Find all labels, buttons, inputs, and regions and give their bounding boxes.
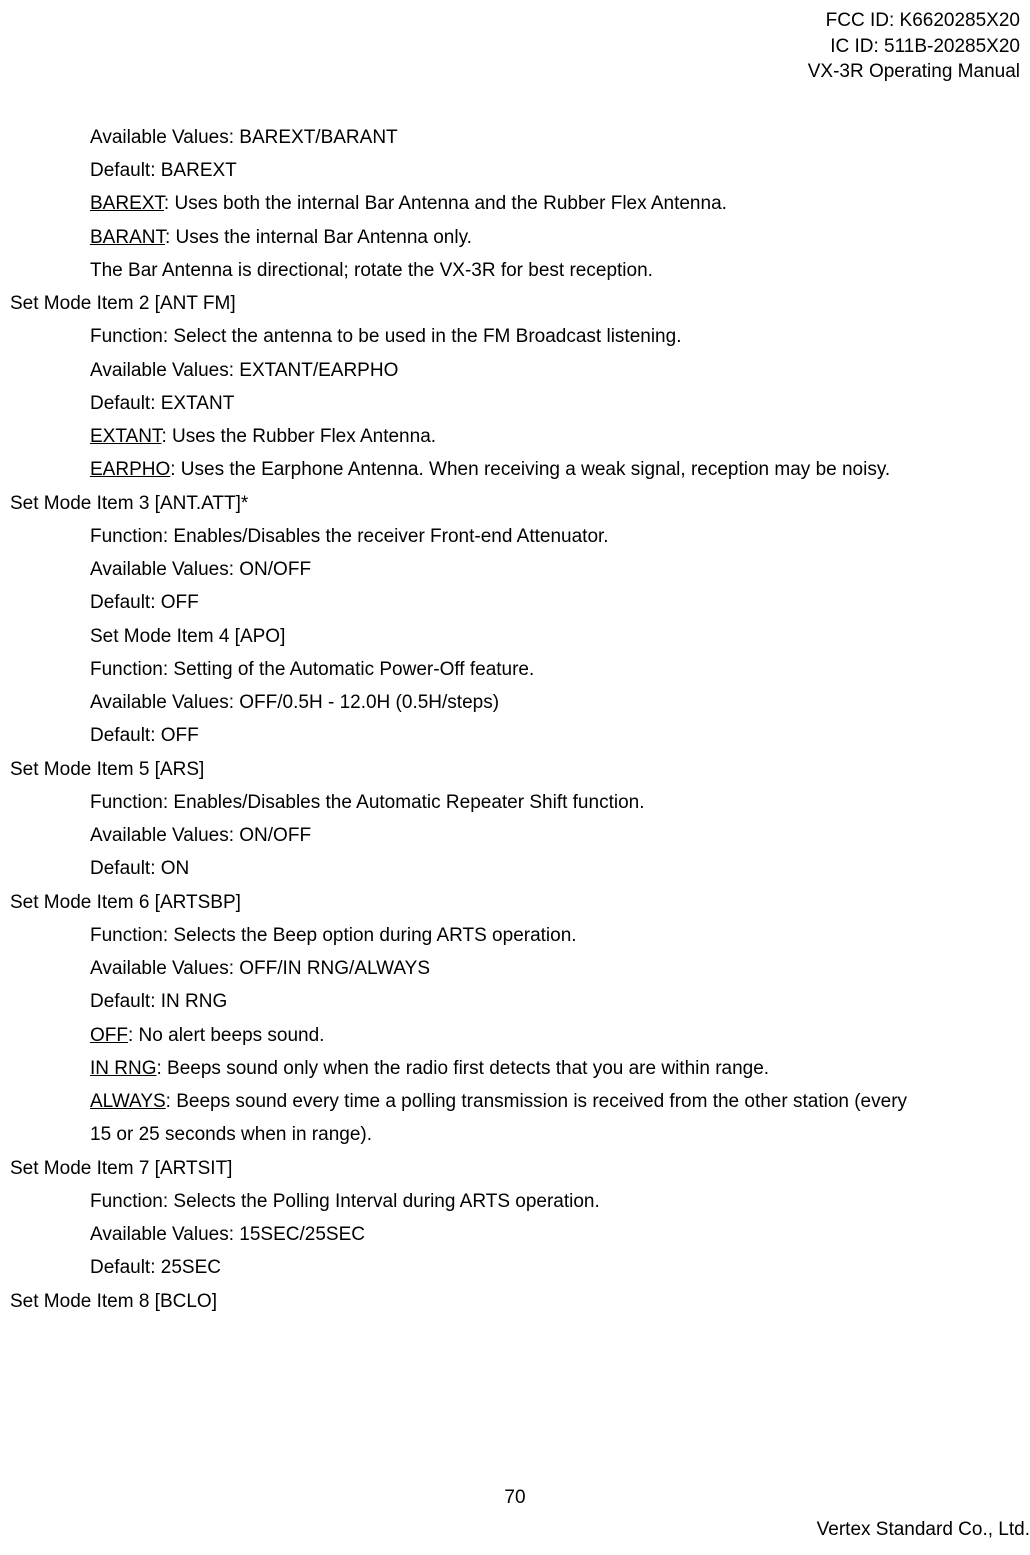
text-line: 15 or 25 seconds when in range). xyxy=(10,1118,1020,1151)
text-line: Default: ON xyxy=(10,852,1020,885)
text-segment: : No alert beeps sound. xyxy=(128,1025,324,1046)
text-segment: Function: Selects the Polling Interval d… xyxy=(90,1191,600,1212)
underlined-term: EXTANT xyxy=(90,426,161,447)
text-segment: The Bar Antenna is directional; rotate t… xyxy=(90,260,653,281)
text-line: The Bar Antenna is directional; rotate t… xyxy=(10,254,1020,287)
text-segment: Default: EXTANT xyxy=(90,393,234,414)
text-line: Set Mode Item 6 [ARTSBP] xyxy=(10,886,1020,919)
text-line: Function: Setting of the Automatic Power… xyxy=(10,653,1020,686)
text-segment: Available Values: EXTANT/EARPHO xyxy=(90,360,398,381)
text-line: IN RNG: Beeps sound only when the radio … xyxy=(10,1052,1020,1085)
text-segment: : Uses the Earphone Antenna. When receiv… xyxy=(170,459,890,480)
text-line: BARANT: Uses the internal Bar Antenna on… xyxy=(10,221,1020,254)
text-line: Available Values: EXTANT/EARPHO xyxy=(10,354,1020,387)
text-segment: Set Mode Item 5 [ARS] xyxy=(10,759,204,780)
text-segment: Available Values: OFF/IN RNG/ALWAYS xyxy=(90,958,430,979)
header-ic-id: IC ID: 511B-20285X20 xyxy=(10,34,1020,60)
text-segment: Set Mode Item 7 [ARTSIT] xyxy=(10,1158,232,1179)
text-segment: : Beeps sound only when the radio first … xyxy=(157,1058,770,1079)
text-segment: Default: 25SEC xyxy=(90,1257,221,1278)
text-segment: Default: ON xyxy=(90,858,189,879)
text-segment: Set Mode Item 4 [APO] xyxy=(90,626,285,647)
text-line: Function: Selects the Polling Interval d… xyxy=(10,1185,1020,1218)
text-segment: Available Values: 15SEC/25SEC xyxy=(90,1224,365,1245)
header-fcc-id: FCC ID: K6620285X20 xyxy=(10,8,1020,34)
underlined-term: IN RNG xyxy=(90,1058,157,1079)
text-segment: 15 or 25 seconds when in range). xyxy=(90,1124,372,1145)
footer-company: Vertex Standard Co., Ltd. xyxy=(817,1519,1030,1541)
text-line: Set Mode Item 3 [ANT.ATT]* xyxy=(10,487,1020,520)
text-line: Function: Enables/Disables the Automatic… xyxy=(10,786,1020,819)
text-segment: Function: Setting of the Automatic Power… xyxy=(90,659,534,680)
text-line: EARPHO: Uses the Earphone Antenna. When … xyxy=(10,453,1020,486)
text-segment: Function: Select the antenna to be used … xyxy=(90,326,681,347)
page-number: 70 xyxy=(0,1487,1030,1509)
text-segment: : Uses the internal Bar Antenna only. xyxy=(165,227,472,248)
underlined-term: BAREXT xyxy=(90,193,164,214)
text-segment: Default: OFF xyxy=(90,725,199,746)
text-line: Available Values: ON/OFF xyxy=(10,819,1020,852)
text-segment: Available Values: ON/OFF xyxy=(90,825,311,846)
text-segment: Default: BAREXT xyxy=(90,160,237,181)
page-header: FCC ID: K6620285X20 IC ID: 511B-20285X20… xyxy=(10,8,1020,85)
text-line: Set Mode Item 4 [APO] xyxy=(10,620,1020,653)
text-line: Function: Selects the Beep option during… xyxy=(10,919,1020,952)
text-line: OFF: No alert beeps sound. xyxy=(10,1019,1020,1052)
text-segment: Default: OFF xyxy=(90,592,199,613)
underlined-term: OFF xyxy=(90,1025,128,1046)
text-line: Default: EXTANT xyxy=(10,387,1020,420)
text-line: Function: Select the antenna to be used … xyxy=(10,320,1020,353)
text-segment: Set Mode Item 2 [ANT FM] xyxy=(10,293,236,314)
text-line: Available Values: BAREXT/BARANT xyxy=(10,121,1020,154)
text-line: Set Mode Item 2 [ANT FM] xyxy=(10,287,1020,320)
text-segment: Set Mode Item 6 [ARTSBP] xyxy=(10,892,241,913)
text-line: Default: OFF xyxy=(10,586,1020,619)
text-line: Set Mode Item 7 [ARTSIT] xyxy=(10,1152,1020,1185)
text-segment: : Beeps sound every time a polling trans… xyxy=(166,1091,907,1112)
text-line: Available Values: OFF/0.5H - 12.0H (0.5H… xyxy=(10,686,1020,719)
text-segment: Available Values: OFF/0.5H - 12.0H (0.5H… xyxy=(90,692,499,713)
text-line: EXTANT: Uses the Rubber Flex Antenna. xyxy=(10,420,1020,453)
text-segment: Available Values: ON/OFF xyxy=(90,559,311,580)
document-body: Available Values: BAREXT/BARANT Default: … xyxy=(10,121,1020,1318)
text-segment: Default: IN RNG xyxy=(90,991,227,1012)
text-line: ALWAYS: Beeps sound every time a polling… xyxy=(10,1085,1020,1118)
header-manual-title: VX-3R Operating Manual xyxy=(10,59,1020,85)
text-line: Available Values: OFF/IN RNG/ALWAYS xyxy=(10,952,1020,985)
text-segment: Function: Enables/Disables the Automatic… xyxy=(90,792,644,813)
document-page: FCC ID: K6620285X20 IC ID: 511B-20285X20… xyxy=(0,0,1030,1555)
text-segment: Set Mode Item 3 [ANT.ATT]* xyxy=(10,493,248,514)
underlined-term: EARPHO xyxy=(90,459,170,480)
text-line: Default: IN RNG xyxy=(10,985,1020,1018)
text-segment: Function: Enables/Disables the receiver … xyxy=(90,526,609,547)
text-line: Available Values: 15SEC/25SEC xyxy=(10,1218,1020,1251)
underlined-term: BARANT xyxy=(90,227,165,248)
text-segment: Set Mode Item 8 [BCLO] xyxy=(10,1291,217,1312)
text-line: Default: 25SEC xyxy=(10,1251,1020,1284)
text-line: Default: OFF xyxy=(10,719,1020,752)
text-segment: : Uses both the internal Bar Antenna and… xyxy=(164,193,727,214)
text-line: Set Mode Item 8 [BCLO] xyxy=(10,1285,1020,1318)
underlined-term: ALWAYS xyxy=(90,1091,166,1112)
text-line: Function: Enables/Disables the receiver … xyxy=(10,520,1020,553)
text-segment: Function: Selects the Beep option during… xyxy=(90,925,577,946)
text-line: BAREXT: Uses both the internal Bar Anten… xyxy=(10,187,1020,220)
text-segment: : Uses the Rubber Flex Antenna. xyxy=(161,426,436,447)
text-line: Available Values: ON/OFF xyxy=(10,553,1020,586)
text-line: Set Mode Item 5 [ARS] xyxy=(10,753,1020,786)
text-segment: Available Values: BAREXT/BARANT xyxy=(90,127,398,148)
text-line: Default: BAREXT xyxy=(10,154,1020,187)
